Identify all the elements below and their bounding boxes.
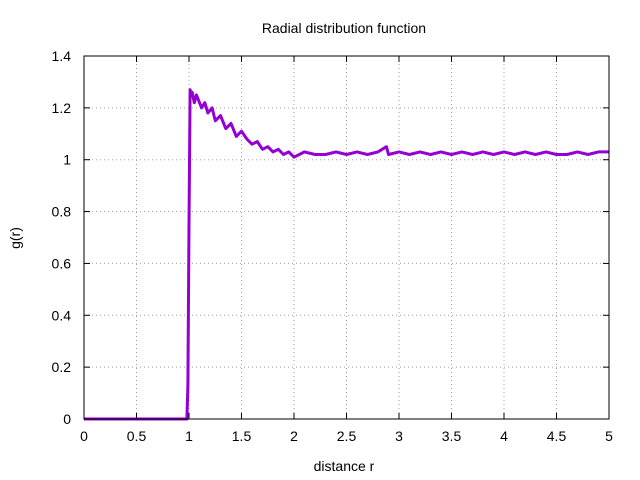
y-tick-label: 0 [63, 411, 71, 427]
y-axis-label: g(r) [7, 227, 23, 249]
data-series [84, 88, 609, 421]
axis-ticks [83, 55, 610, 420]
chart-title: Radial distribution function [262, 20, 426, 36]
x-tick-label: 3.5 [442, 428, 462, 444]
x-tick-label: 2.5 [337, 428, 357, 444]
rdf-series-line [84, 88, 609, 421]
x-tick-label: 2 [290, 428, 298, 444]
x-tick-label: 3 [395, 428, 403, 444]
x-tick-label: 0 [80, 428, 88, 444]
y-tick-labels: 0 0.2 0.4 0.6 0.8 1 1.2 1.4 [52, 48, 72, 427]
y-tick-label: 0.6 [52, 255, 72, 271]
x-tick-label: 4 [500, 428, 508, 444]
y-tick-label: 1.2 [52, 100, 72, 116]
y-tick-label: 0.4 [52, 307, 72, 323]
x-tick-labels: 0 0.5 1 1.5 2 2.5 3 3.5 4 4.5 5 [80, 428, 613, 444]
x-tick-label: 1.5 [232, 428, 252, 444]
x-tick-label: 1 [185, 428, 193, 444]
y-tick-label: 1.4 [52, 48, 72, 64]
x-tick-label: 4.5 [547, 428, 567, 444]
y-tick-label: 1 [63, 152, 71, 168]
y-tick-label: 0.8 [52, 204, 72, 220]
y-tick-label: 0.2 [52, 359, 72, 375]
x-tick-label: 5 [605, 428, 613, 444]
x-axis-label: distance r [314, 458, 375, 474]
x-tick-label: 0.5 [127, 428, 147, 444]
